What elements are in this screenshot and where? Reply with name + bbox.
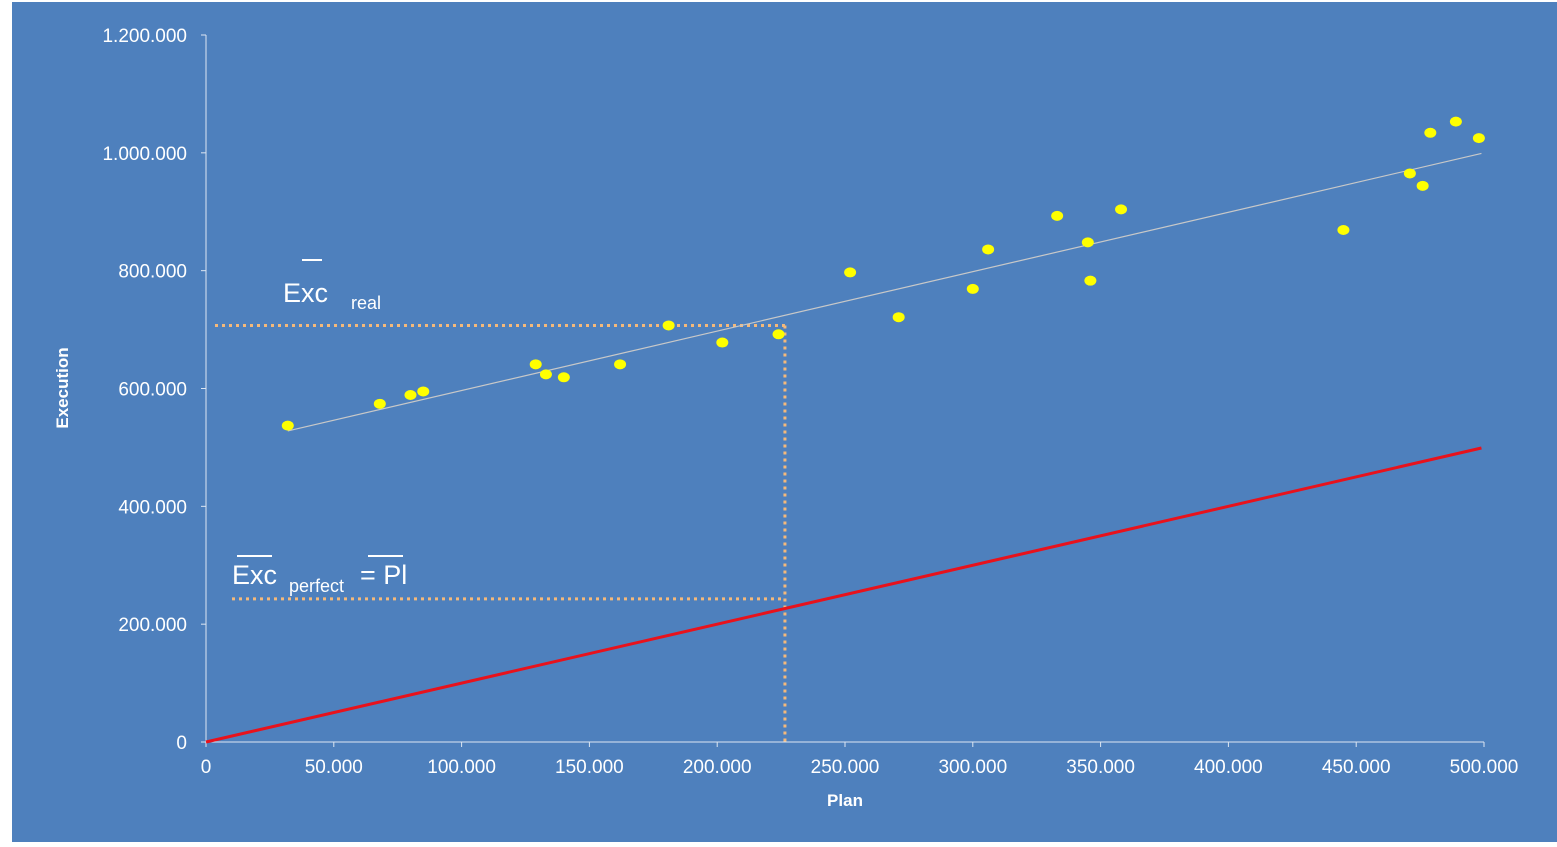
y-axis-title: Execution bbox=[53, 347, 72, 428]
y-tick-label: 600.000 bbox=[118, 380, 187, 401]
scatter-point bbox=[1449, 116, 1462, 127]
scatter-point bbox=[772, 329, 785, 340]
scatter-point bbox=[662, 320, 675, 331]
exc-real-subscript: real bbox=[351, 293, 381, 313]
data-points bbox=[281, 116, 1485, 431]
x-tick-label: 350.000 bbox=[1066, 757, 1135, 778]
x-axis-title: Plan bbox=[827, 791, 863, 810]
x-tick-label: 400.000 bbox=[1194, 757, 1263, 778]
scatter-point bbox=[1472, 133, 1485, 144]
exc-real-label: Exc real bbox=[283, 259, 381, 313]
exc-perfect-subscript: perfect bbox=[289, 576, 344, 596]
x-tick-label: 200.000 bbox=[683, 757, 752, 778]
scatter-point bbox=[844, 267, 857, 278]
scatter-point bbox=[1081, 237, 1094, 248]
scatter-point bbox=[966, 283, 979, 294]
x-tick-label: 250.000 bbox=[811, 757, 880, 778]
scatter-point bbox=[529, 359, 542, 370]
x-tick-label: 0 bbox=[201, 757, 212, 778]
x-tick-label: 50.000 bbox=[305, 757, 363, 778]
scatter-point bbox=[404, 389, 417, 400]
y-tick-label: 1.000.000 bbox=[102, 144, 187, 165]
y-tick-label: 400.000 bbox=[118, 497, 187, 518]
x-tick-label: 300.000 bbox=[938, 757, 1007, 778]
y-tick-label: 800.000 bbox=[118, 262, 187, 283]
exc-perfect-equals-plan: = Pl bbox=[360, 560, 407, 590]
scatter-point bbox=[892, 312, 905, 323]
mean-guides bbox=[215, 323, 787, 742]
exc-perfect-main: Exc bbox=[232, 560, 277, 590]
scatter-point bbox=[716, 337, 729, 348]
trend-line bbox=[287, 152, 1482, 432]
regression-lines bbox=[205, 152, 1482, 744]
x-tick-label: 450.000 bbox=[1322, 757, 1391, 778]
x-tick-label: 500.000 bbox=[1450, 757, 1519, 778]
scatter-point bbox=[614, 359, 627, 370]
scatter-point bbox=[982, 244, 995, 255]
scatter-point bbox=[1084, 275, 1097, 286]
scatter-point bbox=[373, 398, 386, 409]
scatter-point bbox=[539, 369, 552, 380]
scatter-point bbox=[1115, 204, 1128, 215]
scatter-point bbox=[1051, 210, 1064, 221]
x-tick-label: 100.000 bbox=[427, 757, 496, 778]
annotations: Exc real Exc perfect = Pl bbox=[232, 259, 407, 596]
x-tick-label: 150.000 bbox=[555, 757, 624, 778]
y-tick-label: 0 bbox=[176, 733, 187, 754]
axis-titles: Plan Execution bbox=[53, 347, 863, 810]
exc-real-main: Exc bbox=[283, 278, 328, 308]
axes: 0 200.000 400.000 600.000 800.000 1.000.000 1.… bbox=[102, 26, 1518, 778]
scatter-point bbox=[1424, 127, 1437, 138]
scatter-point bbox=[1403, 168, 1416, 179]
y-tick-label: 200.000 bbox=[118, 615, 187, 636]
scatter-point bbox=[1416, 180, 1429, 191]
chart-background bbox=[12, 2, 1557, 842]
exc-perfect-label: Exc perfect = Pl bbox=[232, 555, 407, 596]
y-tick-label: 1.200.000 bbox=[102, 26, 187, 47]
scatter-point bbox=[281, 420, 294, 431]
scatter-point bbox=[557, 372, 570, 383]
perfect-execution-line bbox=[205, 446, 1482, 744]
scatter-point bbox=[1337, 225, 1350, 236]
scatter-point bbox=[417, 386, 430, 397]
